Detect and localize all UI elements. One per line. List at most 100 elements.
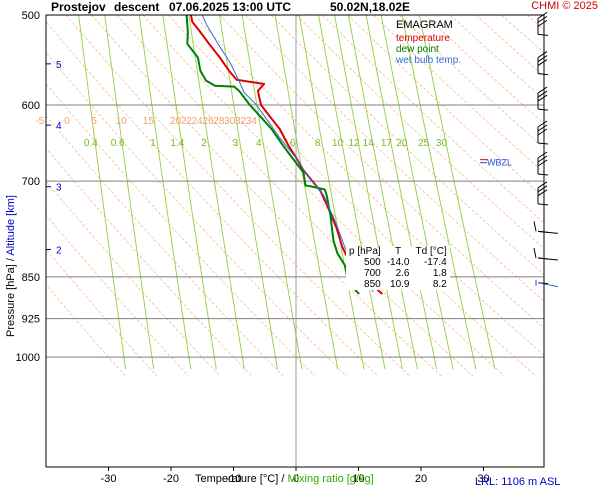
dry-adiabat-label: 0 [64, 116, 70, 127]
wind-barb-feather [537, 55, 548, 62]
dewpoint-line [185, 14, 360, 295]
dry-adiabat [193, 15, 544, 356]
plot-frame [45, 14, 545, 468]
x-axis-temp-label: Temperature [°C] [195, 473, 279, 485]
dry-adiabat [46, 248, 158, 377]
wetbulb-line [201, 14, 374, 293]
mixing-ratio-line [334, 15, 403, 370]
wind-barb-feather [537, 120, 548, 128]
y-axis-pressure-label: Pressure [hPa] [5, 264, 17, 337]
lrl-label: LRL: 1106 m ASL [475, 476, 561, 488]
wind-barb-staff [537, 173, 549, 176]
pressure-tick-label: 850 [22, 272, 40, 284]
dry-adiabat-label: 10 [116, 116, 128, 127]
wind-barb [537, 86, 549, 111]
wind-barb [537, 11, 549, 36]
mixing-ratio-label: 1.4 [170, 138, 184, 149]
wind-barb-feather [537, 94, 548, 102]
mixing-ratio-line [347, 15, 418, 370]
station-coords: 50.02N,18.02E [330, 0, 411, 14]
y-axis-altitude-label: Altitude [km] [5, 195, 17, 256]
mixing-ratio-label: 2 [201, 138, 207, 149]
dry-adiabat [116, 15, 474, 377]
mixing-ratio-label: 14 [363, 138, 375, 149]
dry-adiabat [296, 15, 544, 249]
temp-tick-label: -10 [226, 473, 242, 485]
table-cell: 850 [364, 279, 381, 290]
wind-barb-feather [537, 19, 548, 27]
temp-tick-label: 30 [477, 473, 489, 485]
temp-tick-label: -30 [101, 473, 117, 485]
sounding-datetime: 07.06.2025 13:00 UTC [169, 0, 292, 14]
wind-barb-feather [533, 247, 537, 259]
dry-adiabat [46, 21, 379, 377]
dry-adiabat [219, 15, 544, 329]
table-row: 850 10.9 8.2 [346, 279, 450, 290]
col-dewpoint: Td [°C] [415, 246, 447, 257]
altitude-tick-label: 3 [56, 183, 62, 194]
table-cell: 1.8 [432, 268, 447, 279]
wind-barb-feather [537, 15, 548, 23]
table-cell: 8.2 [432, 279, 447, 290]
mixing-ratio-line [219, 15, 278, 370]
summary-table: p [hPa] T Td [°C] 500 -14.0 -17.4 700 2.… [346, 246, 450, 290]
wind-barb-feather [537, 128, 548, 136]
pressure-tick-label: 500 [22, 10, 40, 22]
dry-adiabat-label: 5 [91, 116, 97, 127]
dry-adiabat [91, 15, 442, 377]
x-axis-separator: / [281, 473, 285, 485]
x-axis-label: Temperature [°C] / Mixing ratio [g/kg] [195, 473, 374, 485]
mixing-ratio-label: 0.6 [111, 138, 125, 149]
wind-barb [535, 279, 559, 288]
dry-adiabat [142, 15, 506, 377]
dry-adiabat-label: 30 [224, 116, 236, 127]
clipped-grid [46, 15, 600, 467]
dry-adiabat [270, 15, 544, 276]
dry-adiabat [46, 83, 316, 377]
wind-barb [537, 151, 549, 176]
dry-adiabat [553, 15, 600, 377]
legend-temperature: temperature [396, 33, 450, 44]
table-cell: 10.9 [390, 279, 410, 290]
dry-adiabat [450, 15, 544, 101]
mixing-ratio-label: 12 [348, 138, 360, 149]
pressure-tick-label: 700 [22, 176, 40, 188]
wind-barb-feather [537, 59, 548, 66]
dry-adiabat-label: -5 [35, 116, 44, 127]
wind-barb-feather [537, 155, 548, 163]
mixing-ratio-label: 30 [436, 138, 448, 149]
wind-barb [537, 181, 549, 206]
wind-barb-staff [537, 142, 549, 145]
wind-barb [533, 221, 559, 234]
pressure-tick-label: 600 [22, 100, 40, 112]
table-cell: -14.0 [386, 257, 410, 268]
dry-adiabat-label: 34 [246, 116, 258, 127]
altitude-tick-label: 5 [56, 60, 62, 71]
dry-adiabat-label: 26 [202, 116, 214, 127]
wind-barb-feather [537, 51, 548, 58]
mixing-ratio-line [241, 15, 303, 370]
dry-adiabat-label: 32 [235, 116, 247, 127]
table-cell: 500 [364, 257, 381, 268]
wind-barb-feather [537, 181, 548, 189]
wind-barb-staff [537, 257, 559, 261]
temp-tick-label: -20 [163, 473, 179, 485]
mixing-ratio-label: 6 [290, 138, 296, 149]
wind-barb-staff [537, 230, 559, 234]
mixing-ratio-line [318, 15, 386, 370]
table-row: 700 2.6 1.8 [346, 268, 450, 279]
wind-barb [537, 51, 549, 76]
mixing-ratio-line [365, 15, 438, 370]
mixing-ratio-label: 10 [332, 138, 344, 149]
mixing-ratio-line [188, 15, 245, 370]
dry-adiabat-label: 20 [170, 116, 182, 127]
wind-barb [533, 247, 559, 261]
mixing-ratio-line [138, 15, 192, 370]
y-axis-label: Pressure [hPa] / Altitude [km] [5, 176, 17, 356]
dry-adiabat-label: 24 [192, 116, 204, 127]
mixing-ratio-line [401, 15, 477, 370]
pressure-tick-label: 1000 [16, 352, 40, 364]
legend-title: EMAGRAM [396, 19, 453, 31]
mixing-ratio-label: 3 [233, 138, 239, 149]
